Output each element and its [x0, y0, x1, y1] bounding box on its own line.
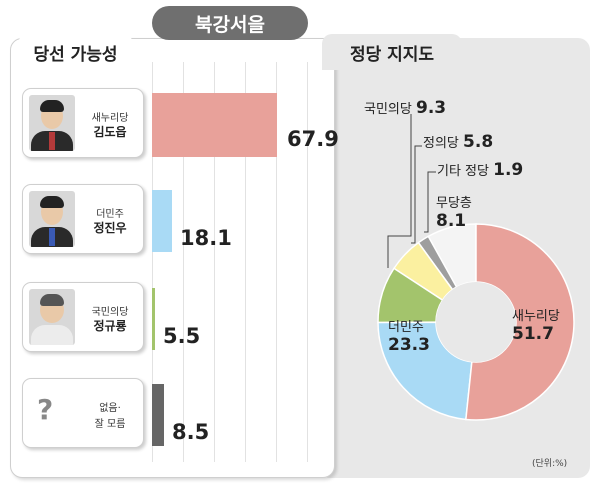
- grid-line: [245, 62, 246, 462]
- bar-deominju: [152, 190, 172, 252]
- pie-label-mudang: 무당층 8.1: [436, 196, 472, 231]
- region-title: 북강서을: [152, 6, 308, 40]
- bar-value-label: 67.9: [287, 127, 339, 151]
- grid-line: [152, 62, 153, 462]
- pie-label-jeongui: 정의당 5.8: [423, 132, 494, 152]
- pie-label-saenuri: 새누리당 51.7: [512, 309, 560, 344]
- candidate-card-gukmin: 국민의당 정규룡: [22, 282, 144, 352]
- candidate-photo: [29, 289, 75, 345]
- candidate-name: 김도읍: [93, 125, 127, 139]
- bar-value-label: 18.1: [180, 226, 232, 250]
- candidate-name: 정규룡: [93, 319, 127, 333]
- unit-note: (단위:%): [532, 459, 568, 469]
- candidate-card-saenuri: 새누리당 김도읍: [22, 88, 144, 158]
- candidate-photo: [29, 191, 75, 247]
- bar-gukmin: [152, 288, 155, 350]
- candidate-party: 새누리당: [91, 113, 129, 124]
- winning-chance-title: 당선 가능성: [18, 34, 133, 70]
- candidate-photo: [29, 95, 75, 151]
- bar-value-label: 5.5: [163, 324, 201, 348]
- grid-line: [214, 62, 215, 462]
- candidate-card-deominju: 더민주 정진우: [22, 184, 144, 254]
- donut-hole: [436, 282, 516, 362]
- grid-line: [276, 62, 277, 462]
- bar-no-answer: [152, 384, 164, 446]
- pie-label-deominju: 더민주 23.3: [388, 320, 430, 355]
- party-support-title: 정당 지지도: [322, 34, 462, 70]
- leader-line: [424, 171, 436, 233]
- pie-label-gukmin: 국민의당 9.3: [364, 98, 447, 118]
- pie-label-gita: 기타 정당 1.9: [437, 160, 524, 180]
- leader-line: [387, 114, 412, 268]
- grid-line: [183, 62, 184, 462]
- no-answer-label-1: 없음·: [99, 403, 121, 414]
- candidate-party: 국민의당: [91, 307, 129, 318]
- candidate-name: 정진우: [93, 221, 127, 235]
- no-answer-card: ? 없음· 잘 모름: [22, 378, 144, 448]
- grid-line: [307, 62, 308, 462]
- candidate-party: 더민주: [96, 209, 124, 220]
- slice-deominju: [377, 321, 473, 421]
- no-answer-label-2: 잘 모름: [94, 419, 126, 430]
- question-icon: ?: [37, 393, 54, 426]
- bar-saenuri: [152, 93, 277, 157]
- bar-value-label: 8.5: [172, 420, 210, 444]
- slice-gukmin: [377, 267, 444, 324]
- leader-line: [411, 145, 422, 244]
